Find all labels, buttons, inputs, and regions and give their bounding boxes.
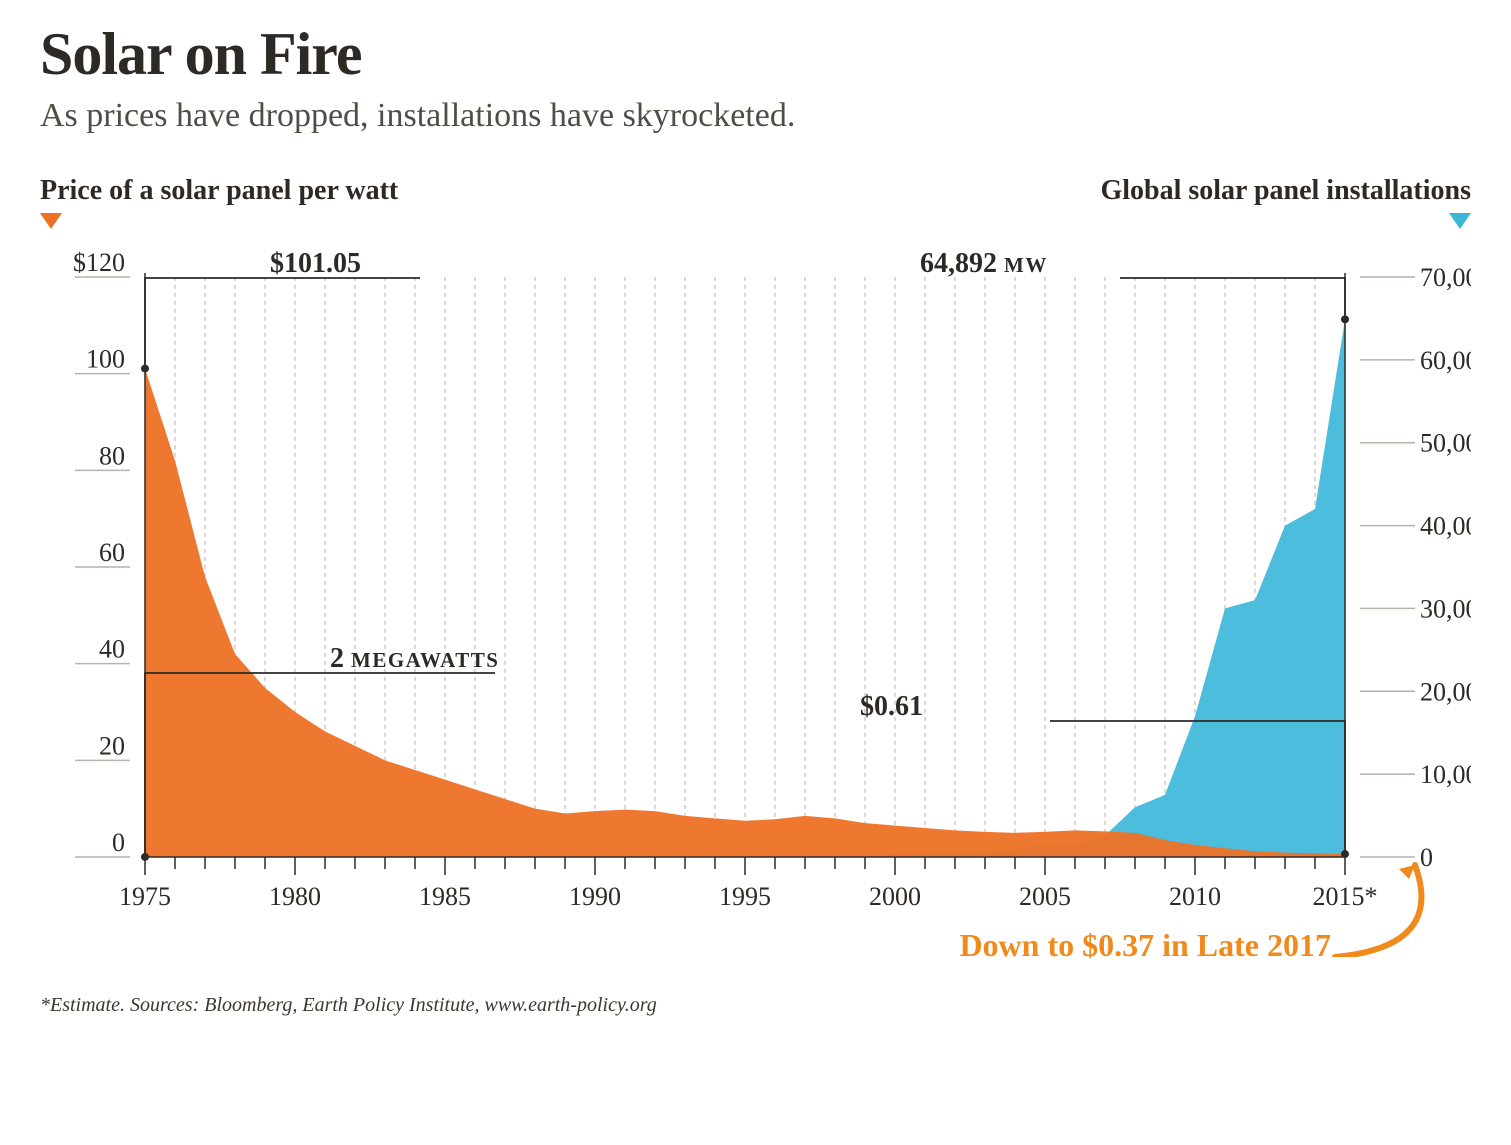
x-tick-label: 1980 [269,882,321,911]
y-right-label: 70,000 [1420,263,1471,292]
callout-label: $101.05 [270,248,361,279]
y-right-label: 60,000 [1420,346,1471,375]
callout-leader [1120,278,1345,319]
callout-label: 64,892 MW [920,248,1048,279]
y-right-label: 40,000 [1420,512,1471,541]
y-right-label: 30,000 [1420,594,1471,623]
callout-leader [145,278,420,369]
y-left-label: 40 [99,635,125,664]
callout-label: 2 MEGAWATTS [330,643,499,674]
callout-label: $0.61 [860,691,923,722]
legend-right-label: Global solar panel installations [1100,175,1471,207]
x-tick-label: 1990 [569,882,621,911]
triangle-down-icon [40,213,62,229]
x-tick-label: 1985 [419,882,471,911]
triangle-down-icon [1449,213,1471,229]
dual-axis-area-chart: 0 20 40 60 80 100 $120 0 10,000 20,000 30,000 40,00… [40,237,1471,957]
arrowhead-icon [1399,865,1415,879]
y-right-label: 0 [1420,843,1433,872]
x-tick-label: 2010 [1169,882,1221,911]
legend-row: Price of a solar panel per watt Global s… [40,175,1471,229]
chart-area: 0 20 40 60 80 100 $120 0 10,000 20,000 30,000 40,00… [40,237,1471,957]
x-tick-label: 1995 [719,882,771,911]
x-tick-label: 1975 [119,882,171,911]
source-footnote: *Estimate. Sources: Bloomberg, Earth Pol… [40,994,1471,1017]
y-left-label: 100 [86,345,125,374]
x-tick-label: 2015* [1313,882,1378,911]
legend-left-label: Price of a solar panel per watt [40,175,398,207]
y-left-label: 60 [99,538,125,567]
chart-subtitle: As prices have dropped, installations ha… [40,97,1471,135]
y-right-label: 20,000 [1420,677,1471,706]
y-left-label: 20 [99,731,125,760]
y-right-label: 50,000 [1420,429,1471,458]
x-tick-label: 2005 [1019,882,1071,911]
x-tick-label: 2000 [869,882,921,911]
y-right-label: 10,000 [1420,760,1471,789]
y-left-label: 0 [112,828,125,857]
y-left-label: $120 [73,248,125,277]
arrow-2017 [1335,865,1421,957]
chart-title: Solar on Fire [40,20,1471,89]
y-left-label: 80 [99,441,125,470]
